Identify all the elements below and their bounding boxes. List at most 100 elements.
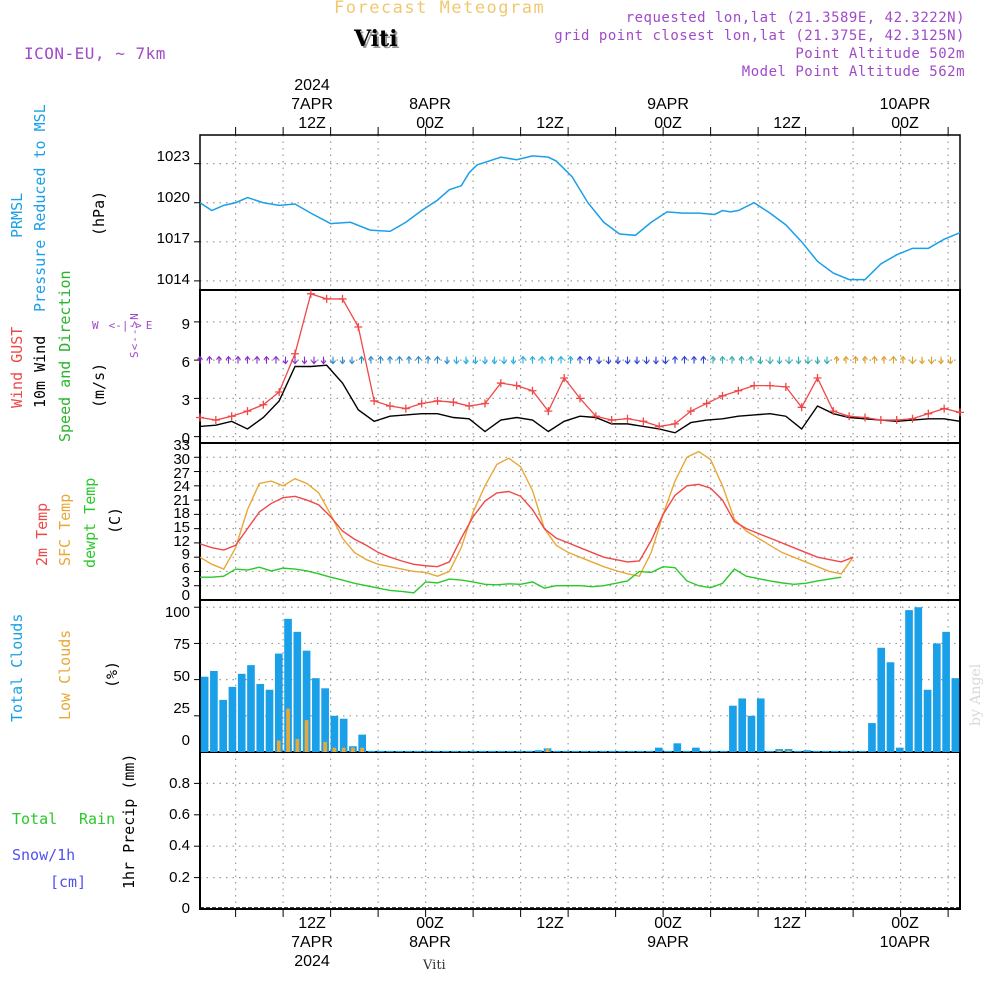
gust-marker [845,412,854,421]
y-tick-label: 3 [181,574,190,591]
wind-direction-arrow [387,355,393,364]
wind-direction-arrow [662,356,669,365]
top-date-label: 12Z [773,115,801,132]
gust-marker [655,422,664,431]
wind-direction-arrow [453,356,460,365]
chart-marks [196,155,964,909]
total-clouds-bar [905,610,913,752]
total-clouds-bar [923,689,932,752]
total-clouds-bar [515,750,524,752]
total-clouds-bar [877,647,886,752]
model-point-altitude: Model Point Altitude 562m [741,64,965,80]
gust-marker [306,289,315,298]
total-clouds-bar [228,686,237,752]
total-clouds-bar [265,689,274,752]
total-clouds-bar [219,699,228,752]
low-clouds-bar [323,741,327,752]
y-tick-label: 1017 [156,230,190,247]
dewpt-temp-line [200,565,842,594]
gust-marker [560,373,569,382]
precip-rain-label: Rain [79,810,116,828]
chart-title: Forecast Meteogram [334,0,546,18]
gust-marker [211,416,220,425]
total-clouds-bar [729,705,737,752]
total-clouds-bar [367,750,376,752]
y-tick-label: 33 [173,437,190,454]
model-name: ICON-EU, ~ 7km [24,44,166,63]
panel-frame [199,134,961,291]
gust-marker [528,386,537,395]
wind-direction-arrow [548,355,555,364]
total-clouds-bar [719,750,728,752]
y-tick-label: 1014 [156,271,190,288]
wind-direction-arrow [776,356,783,365]
total-clouds-bar [886,662,895,752]
wind-direction-arrow [643,356,650,365]
gust-marker [417,399,426,408]
bottom-date-label: 00Z 9APR [647,915,689,951]
total-clouds-bar [821,750,830,752]
low-clouds-bar [786,750,791,752]
y-tick-label: 0 [181,900,190,917]
low-clouds-bar [295,738,300,752]
gust-marker [766,381,774,390]
total-clouds-bar [942,631,950,752]
y-tick-label: 25 [173,700,190,717]
bottom-date-label: 00Z 10APR [879,915,931,951]
wind-direction-arrow [862,355,868,364]
top-date-label: 10APR 00Z [879,96,931,132]
wind-direction-arrow [301,356,308,365]
grid-lines [200,135,960,909]
gust-marker [908,414,917,423]
total-clouds-bar [302,650,311,752]
total-clouds-bar [339,718,348,752]
gust-marker [243,407,252,416]
2m-temp-line [199,483,854,568]
total-clouds-bar [756,698,765,752]
wind-direction-arrow [710,355,716,364]
bottom-date-label: 12Z [773,915,801,932]
wind-direction-arrow [634,356,640,365]
precip-cm-label: [cm] [50,873,87,891]
wind-direction-arrow [596,356,602,365]
total-clouds-bar [284,618,292,752]
wind-direction-arrow [339,356,346,365]
wind-direction-arrow [235,355,241,364]
total-clouds-bar [312,678,320,752]
gust-marker [686,407,695,416]
wind-direction-arrow [406,355,412,364]
gust-marker [512,381,521,390]
total-clouds-bar [376,750,385,752]
bottom-date-label: 12Z [536,915,564,932]
total-clouds-bar [654,747,663,752]
gust-marker [623,414,632,423]
gust-marker [797,403,806,412]
wind-direction-arrow [482,356,488,365]
wind-direction-arrow [567,355,574,364]
gust-marker [781,382,790,391]
wind-direction-arrow [244,355,251,364]
total-clouds-bar [552,750,561,752]
total-clouds-bar [525,750,533,752]
wind-direction-arrow [529,355,536,364]
total-clouds-bar [506,750,515,752]
total-clouds-bar [831,750,839,752]
gust-marker [876,416,885,425]
gust-marker [924,409,933,418]
top-date-label: 12Z [536,115,564,132]
total-clouds-bar [738,698,747,752]
total-clouds-bar [321,688,329,752]
total-clouds-bar [404,750,413,752]
compass-west-label: W [92,319,99,332]
total-clouds-bar [460,750,468,752]
wind-direction-arrow [729,355,735,364]
sfc-temp-line [199,450,854,578]
total-clouds-bar [617,750,626,752]
y-tick-label: 9 [181,316,190,333]
total-clouds-bar [608,750,617,752]
total-clouds-bar [469,750,478,752]
bottom-date-label: 12Z 7APR 2024 [291,915,333,970]
bottom-date-label: 00Z 8APR [409,915,451,951]
gust-marker [196,413,204,422]
wind-direction-arrow [206,355,213,364]
